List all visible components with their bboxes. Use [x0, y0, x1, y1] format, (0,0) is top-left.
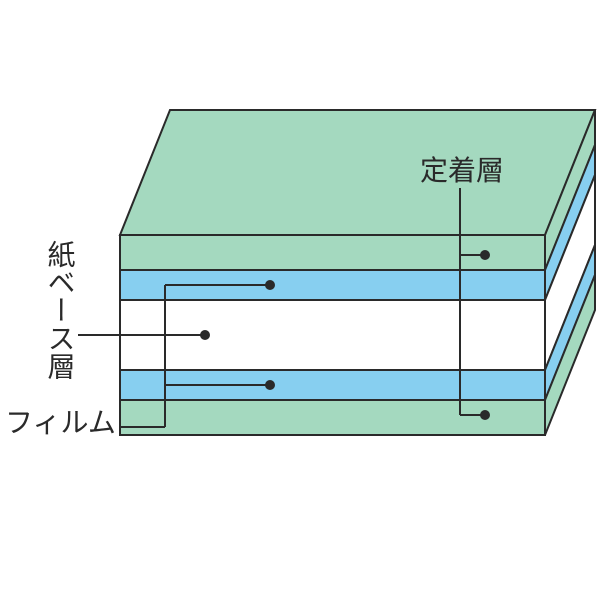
label-fixing-layer: 定着層 — [420, 155, 504, 186]
label-paper-base: 紙ベース層 — [45, 240, 76, 380]
layer-diagram: 定着層紙ベース層フィルム — [0, 0, 600, 600]
label-film: フィルム — [5, 407, 116, 438]
